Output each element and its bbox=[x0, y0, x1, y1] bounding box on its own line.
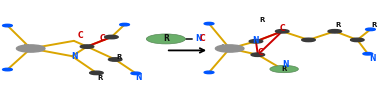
Circle shape bbox=[120, 23, 129, 26]
Circle shape bbox=[90, 71, 103, 75]
Text: N: N bbox=[136, 73, 142, 82]
Text: Al: Al bbox=[22, 44, 31, 52]
Circle shape bbox=[363, 52, 373, 55]
Text: R: R bbox=[98, 75, 103, 81]
Text: R: R bbox=[372, 22, 377, 28]
Text: N: N bbox=[195, 34, 201, 43]
Circle shape bbox=[270, 65, 298, 73]
Circle shape bbox=[302, 38, 315, 42]
Text: N: N bbox=[282, 60, 288, 69]
Circle shape bbox=[328, 30, 342, 33]
Text: R: R bbox=[259, 17, 264, 23]
Text: R: R bbox=[336, 22, 341, 28]
Circle shape bbox=[366, 28, 375, 31]
Circle shape bbox=[131, 72, 141, 75]
Text: C: C bbox=[279, 24, 285, 33]
Text: C: C bbox=[258, 48, 263, 57]
Text: N: N bbox=[71, 52, 78, 61]
Text: C: C bbox=[200, 34, 205, 43]
Text: N: N bbox=[369, 54, 376, 63]
Circle shape bbox=[215, 45, 244, 52]
Circle shape bbox=[17, 45, 45, 52]
Text: R: R bbox=[116, 54, 122, 60]
Circle shape bbox=[3, 24, 12, 27]
Circle shape bbox=[146, 34, 185, 44]
Circle shape bbox=[108, 58, 122, 61]
Circle shape bbox=[249, 40, 263, 43]
Text: Al: Al bbox=[220, 44, 229, 52]
Text: R: R bbox=[282, 66, 287, 72]
Text: C: C bbox=[78, 31, 84, 40]
Circle shape bbox=[251, 53, 265, 56]
Text: C: C bbox=[100, 34, 105, 43]
Circle shape bbox=[350, 38, 364, 42]
Circle shape bbox=[80, 45, 94, 48]
Circle shape bbox=[276, 30, 289, 33]
Circle shape bbox=[3, 68, 12, 71]
Circle shape bbox=[105, 35, 118, 39]
Text: R: R bbox=[163, 34, 169, 43]
Circle shape bbox=[277, 68, 287, 70]
Circle shape bbox=[204, 71, 214, 74]
Text: N: N bbox=[252, 36, 259, 45]
Circle shape bbox=[204, 22, 214, 25]
